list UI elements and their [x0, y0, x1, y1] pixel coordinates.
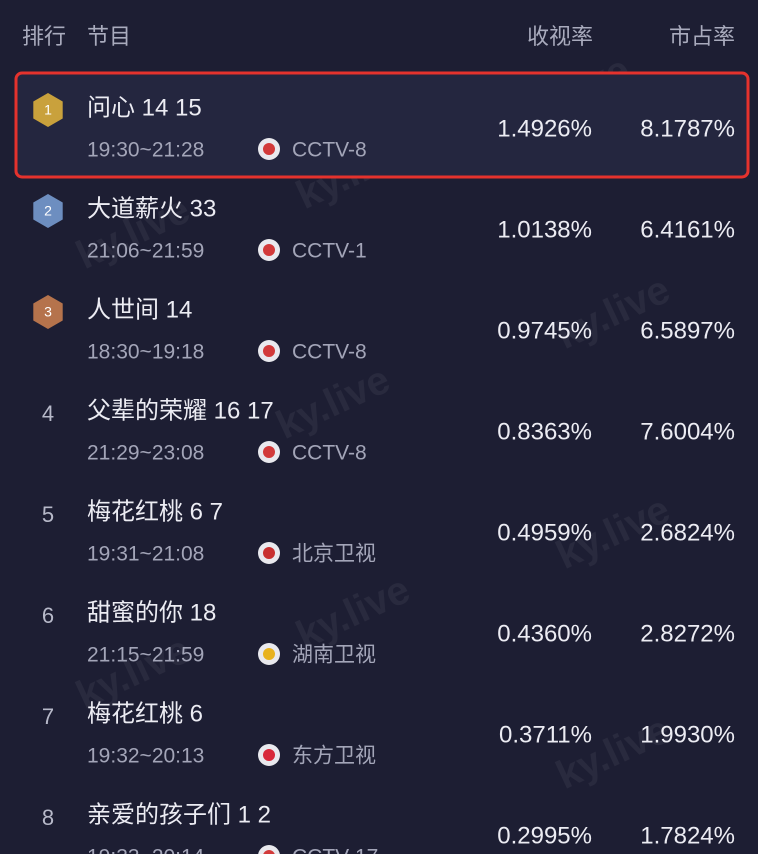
rank-number: 3	[44, 304, 52, 320]
channel: CCTV-8	[292, 139, 367, 162]
program-title: 大道薪火 33	[87, 195, 216, 222]
rank-badge	[33, 93, 63, 127]
air-time: 19:32~20:13	[87, 745, 204, 768]
row: 7 梅花红桃 6 19:32~20:13 东方卫视 0.3711% 1.9930%	[42, 700, 735, 767]
rank-number: 6	[42, 603, 54, 628]
program-title: 父辈的荣耀 16 17	[87, 397, 274, 424]
share: 6.4161%	[640, 216, 735, 243]
rating: 0.2995%	[497, 822, 592, 849]
rank-badge	[33, 295, 63, 329]
header-rating: 收视率	[527, 24, 593, 49]
share: 2.8272%	[640, 620, 735, 647]
channel-icon-mark	[263, 446, 275, 458]
row: 2 大道薪火 33 21:06~21:59 CCTV-1 1.0138% 6.4161%	[33, 194, 735, 263]
rating: 1.0138%	[497, 216, 592, 243]
header-rank: 排行	[22, 24, 66, 49]
channel: CCTV-17	[292, 846, 378, 854]
rank-number: 4	[42, 401, 54, 426]
share: 7.6004%	[640, 418, 735, 445]
rank-number: 7	[42, 704, 54, 729]
channel-icon-mark	[263, 143, 275, 155]
rank-number: 5	[42, 502, 54, 527]
rank-badge	[33, 194, 63, 228]
share: 1.9930%	[640, 721, 735, 748]
header-program: 节目	[87, 24, 131, 49]
air-time: 19:30~21:28	[87, 139, 204, 162]
row: 1 问心 14 15 19:30~21:28 CCTV-8 1.4926% 8.1787%	[14, 71, 750, 179]
row: 5 梅花红桃 6 7 19:31~21:08 北京卫视 0.4959% 2.6824%	[42, 498, 735, 565]
rank-number: 8	[42, 805, 54, 830]
air-time: 21:06~21:59	[87, 240, 204, 263]
share: 1.7824%	[640, 822, 735, 849]
program-title: 甜蜜的你 18	[87, 599, 216, 626]
channel: 湖南卫视	[292, 644, 376, 667]
share: 6.5897%	[640, 317, 735, 344]
header-share: 市占率	[669, 24, 735, 49]
row: 4 父辈的荣耀 16 17 21:29~23:08 CCTV-8 0.8363% 7.60…	[42, 397, 735, 464]
air-time: 19:31~21:08	[87, 543, 204, 566]
program-title: 人世间 14	[87, 296, 192, 323]
rank-number: 2	[44, 203, 52, 219]
channel-icon-mark	[263, 547, 275, 559]
rank-number: 1	[44, 102, 52, 118]
channel: CCTV-1	[292, 240, 367, 263]
channel: CCTV-8	[292, 341, 367, 364]
program-title: 亲爱的孩子们 1 2	[87, 801, 271, 828]
program-title: 梅花红桃 6	[87, 700, 203, 727]
rating: 0.9745%	[497, 317, 592, 344]
row: 8 亲爱的孩子们 1 2 19:33~20:14 CCTV-17 0.2995% 1.78…	[42, 801, 735, 854]
channel-icon-mark	[263, 244, 275, 256]
share: 2.6824%	[640, 519, 735, 546]
rating: 1.4926%	[497, 115, 592, 142]
row: 3 人世间 14 18:30~19:18 CCTV-8 0.9745% 6.5897%	[33, 295, 735, 364]
channel-icon-mark	[263, 648, 275, 660]
share: 8.1787%	[640, 115, 735, 142]
channel: 东方卫视	[292, 745, 376, 768]
rating: 0.3711%	[499, 721, 592, 748]
rating: 0.4959%	[497, 519, 592, 546]
channel-icon	[258, 845, 280, 854]
row-highlight	[14, 71, 750, 179]
air-time: 19:33~20:14	[87, 846, 205, 854]
rating: 0.4360%	[497, 620, 592, 647]
program-title: 问心 14 15	[87, 94, 202, 121]
channel: CCTV-8	[292, 442, 367, 465]
row: 6 甜蜜的你 18 21:15~21:59 湖南卫视 0.4360% 2.8272%	[42, 599, 735, 666]
rating: 0.8363%	[497, 418, 592, 445]
air-time: 21:29~23:08	[87, 442, 204, 465]
program-title: 梅花红桃 6 7	[87, 498, 223, 525]
channel-icon-mark	[263, 850, 275, 854]
channel-icon-mark	[263, 345, 275, 357]
channel: 北京卫视	[292, 543, 376, 566]
air-time: 18:30~19:18	[87, 341, 204, 364]
channel-icon-mark	[263, 749, 275, 761]
air-time: 21:15~21:59	[87, 644, 204, 667]
